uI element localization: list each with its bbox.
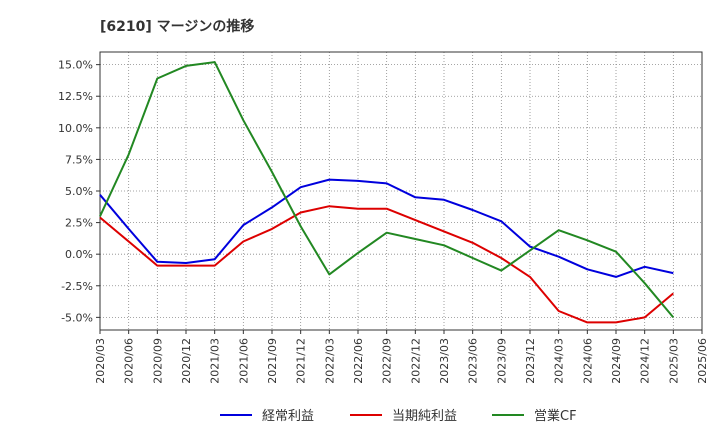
legend-label: 営業CF [534, 408, 577, 424]
y-tick-label: 0.0% [65, 248, 93, 261]
x-tick-label: 2020/12 [180, 338, 193, 384]
plot-area: 15.0% 12.5% 10.0% 7.5% 5.0% 2.5% 0.0% -2.5% -5.0… [58, 51, 709, 384]
x-tick-label: 2022/09 [381, 338, 394, 384]
legend: 経常利益 当期純利益 営業CF [220, 408, 577, 424]
y-tick-label: -2.5% [61, 280, 93, 293]
series-line-1 [99, 178, 674, 278]
x-tick-label: 2022/12 [409, 338, 422, 384]
x-tick-label: 2025/03 [667, 338, 680, 384]
x-tick-label: 2021/12 [295, 338, 308, 384]
x-tick-label: 2025/06 [696, 338, 709, 384]
x-tick-label: 2024/06 [581, 338, 594, 384]
y-tick-label: 10.0% [58, 122, 93, 135]
y-tick-label: 5.0% [65, 185, 93, 198]
x-tick-label: 2021/09 [266, 338, 279, 384]
x-tick-label: 2021/06 [237, 338, 250, 384]
x-tick-label: 2024/03 [553, 338, 566, 384]
x-tick-label: 2022/06 [352, 338, 365, 384]
chart-title: [6210] マージンの推移 [100, 18, 254, 35]
series-line-3 [99, 61, 675, 319]
y-tick-label: 12.5% [58, 90, 93, 103]
y-tick-label: 2.5% [65, 217, 93, 230]
y-tick-label: 7.5% [65, 153, 93, 166]
x-tick-label: 2020/03 [94, 338, 107, 384]
x-tick-label: 2021/03 [209, 338, 222, 384]
x-tick-label: 2020/09 [151, 338, 164, 384]
x-tick-label: 2020/06 [123, 338, 136, 384]
y-tick-label: -5.0% [61, 311, 93, 324]
x-tick-label: 2023/06 [467, 338, 480, 384]
legend-label: 当期純利益 [392, 409, 457, 424]
x-tick-label: 2023/12 [524, 338, 537, 384]
y-tick-label: 15.0% [58, 59, 93, 72]
x-tick-label: 2024/09 [610, 338, 623, 384]
x-tick-label: 2023/09 [495, 338, 508, 384]
x-tick-label: 2024/12 [639, 338, 652, 384]
x-tick-label: 2023/03 [438, 338, 451, 384]
legend-label: 経常利益 [262, 409, 314, 424]
x-tick-label: 2022/03 [323, 338, 336, 384]
series-line-2 [99, 205, 674, 324]
